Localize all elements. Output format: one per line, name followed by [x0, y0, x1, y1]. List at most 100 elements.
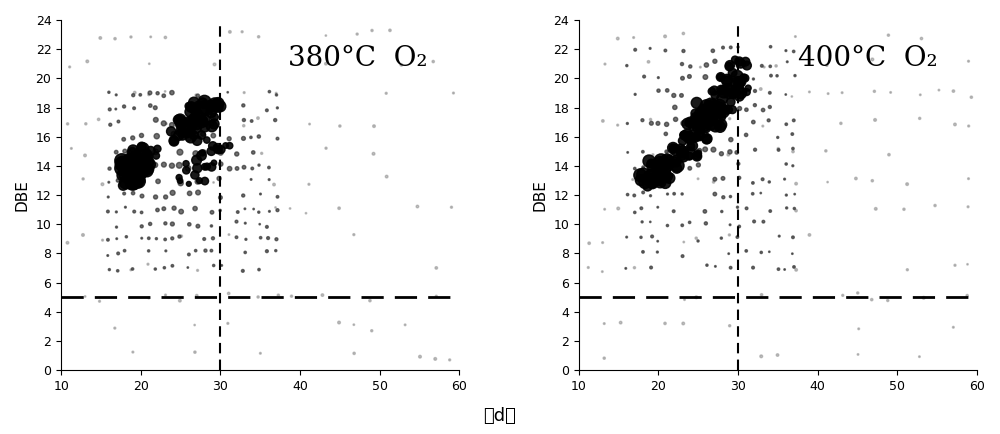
- Point: [596, 320, 612, 327]
- Point: [725, 90, 741, 97]
- Point: [762, 207, 778, 214]
- Point: [203, 109, 219, 116]
- Point: [770, 352, 786, 358]
- Point: [753, 249, 769, 256]
- Point: [737, 64, 753, 71]
- Point: [610, 205, 626, 212]
- Point: [122, 157, 138, 164]
- Point: [667, 158, 683, 164]
- Point: [641, 158, 657, 164]
- Point: [194, 118, 210, 125]
- Point: [729, 204, 745, 210]
- Point: [346, 350, 362, 357]
- Point: [676, 132, 692, 138]
- Point: [682, 150, 698, 157]
- Point: [254, 150, 270, 157]
- Point: [125, 168, 141, 175]
- Point: [618, 265, 634, 272]
- Point: [261, 164, 277, 171]
- Point: [163, 128, 179, 135]
- Point: [204, 164, 220, 171]
- Point: [660, 173, 676, 180]
- Point: [732, 105, 748, 112]
- Point: [180, 135, 196, 142]
- Point: [173, 128, 189, 135]
- Point: [108, 92, 124, 99]
- Point: [916, 294, 932, 301]
- Point: [188, 124, 204, 131]
- Point: [251, 161, 267, 168]
- Point: [721, 61, 737, 68]
- Point: [645, 177, 661, 184]
- Point: [190, 267, 206, 274]
- Point: [116, 103, 132, 110]
- Point: [784, 93, 800, 100]
- Point: [850, 289, 866, 296]
- Point: [180, 264, 196, 271]
- Point: [723, 99, 739, 105]
- Point: [364, 27, 380, 34]
- Point: [236, 89, 252, 96]
- Point: [195, 131, 211, 138]
- Point: [202, 102, 218, 109]
- Point: [681, 153, 697, 160]
- Point: [697, 74, 713, 81]
- Point: [867, 116, 883, 123]
- Point: [141, 60, 157, 67]
- Point: [149, 207, 165, 214]
- Point: [196, 99, 212, 105]
- Point: [349, 31, 365, 38]
- Point: [717, 106, 733, 113]
- Point: [116, 136, 132, 143]
- Point: [164, 220, 180, 227]
- Point: [864, 296, 880, 303]
- Point: [206, 121, 222, 128]
- Point: [697, 106, 713, 113]
- Point: [658, 130, 674, 137]
- Point: [691, 124, 707, 131]
- Point: [207, 61, 223, 68]
- Point: [124, 146, 140, 153]
- Point: [203, 148, 219, 155]
- Point: [190, 113, 206, 120]
- Point: [644, 162, 660, 169]
- Point: [675, 48, 691, 55]
- Point: [675, 148, 691, 155]
- Point: [819, 62, 835, 69]
- Point: [109, 224, 125, 230]
- Point: [666, 92, 682, 99]
- Point: [187, 105, 203, 112]
- Point: [635, 189, 651, 196]
- Point: [675, 253, 691, 260]
- Point: [690, 161, 706, 168]
- Point: [755, 106, 771, 113]
- Point: [186, 132, 202, 139]
- Point: [650, 172, 666, 179]
- Point: [704, 117, 720, 124]
- Point: [731, 58, 747, 65]
- Point: [132, 161, 148, 168]
- Point: [251, 266, 267, 273]
- Point: [771, 233, 787, 240]
- Point: [157, 220, 173, 227]
- Point: [779, 204, 795, 211]
- Point: [703, 115, 719, 122]
- Point: [706, 118, 722, 125]
- Point: [172, 177, 188, 184]
- Point: [189, 121, 205, 128]
- Point: [722, 93, 738, 100]
- Point: [125, 173, 141, 180]
- Point: [181, 103, 197, 110]
- Point: [222, 142, 238, 149]
- Point: [190, 103, 206, 110]
- Point: [834, 89, 850, 96]
- Point: [197, 164, 213, 171]
- Point: [787, 33, 803, 40]
- Point: [183, 128, 199, 135]
- Point: [229, 165, 245, 172]
- Point: [674, 222, 690, 229]
- Point: [696, 114, 712, 121]
- Point: [268, 236, 284, 243]
- Point: [670, 162, 686, 169]
- Point: [665, 145, 681, 151]
